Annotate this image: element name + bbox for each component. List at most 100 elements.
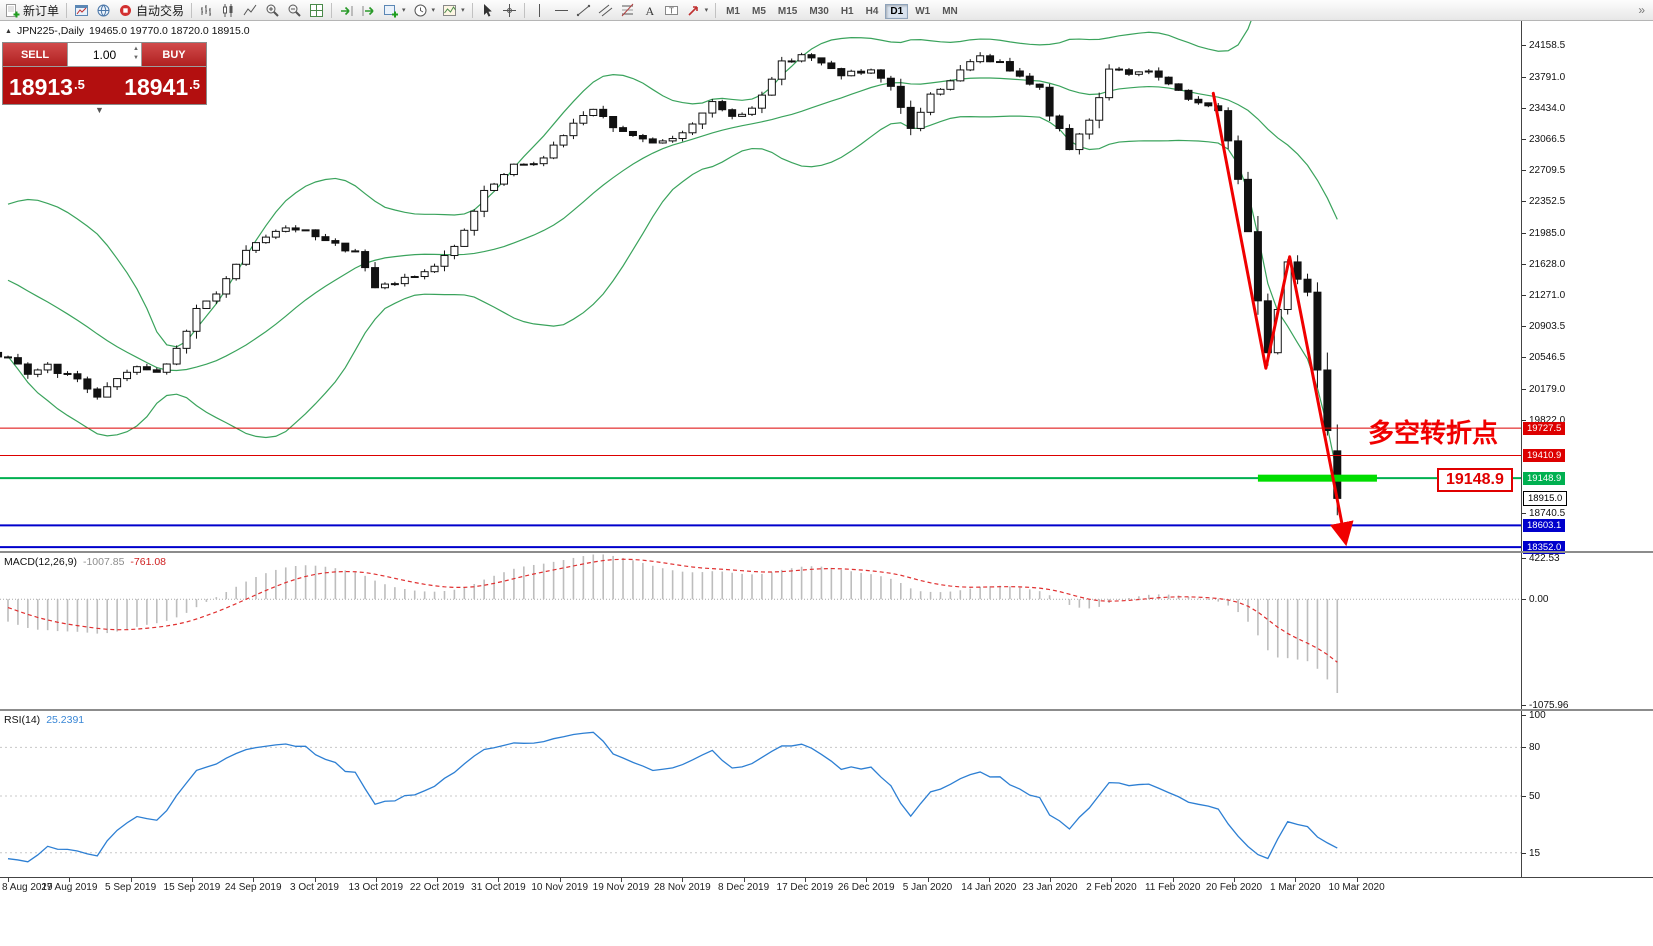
axis-tick-mark xyxy=(1522,107,1526,109)
axis-tick-mark xyxy=(375,878,377,882)
toolbar-separator xyxy=(191,2,193,18)
price-line-label: 19148.9 xyxy=(1523,471,1566,485)
macd-name: MACD(12,26,9) xyxy=(4,556,77,568)
trade-panel-prices: 18913.5 18941.5 xyxy=(3,67,206,104)
current-price-label: 18915.0 xyxy=(1523,491,1568,507)
arrows-button[interactable]: ▾ xyxy=(683,1,712,20)
rsi-line xyxy=(7,731,1338,863)
chart-plot[interactable] xyxy=(0,20,1521,877)
chart-shift-icon[interactable] xyxy=(358,1,379,20)
candlestick-chart-icon[interactable] xyxy=(218,1,239,20)
timeframe-button-M15[interactable]: M15 xyxy=(777,6,798,17)
price-tick-label: 21271.0 xyxy=(1529,289,1566,301)
horizontal-lines[interactable] xyxy=(0,427,1521,549)
price-tick-label: 20179.0 xyxy=(1529,384,1566,396)
buy-button[interactable]: BUY xyxy=(142,43,206,66)
axis-tick-mark xyxy=(1522,201,1526,203)
toolbar-separator xyxy=(66,2,68,18)
time-axis-label: 8 Aug 2019 xyxy=(2,882,53,893)
tile-windows-icon[interactable] xyxy=(306,1,327,20)
price-line-label: 18352.0 xyxy=(1523,540,1566,554)
line-chart-icon[interactable] xyxy=(240,1,261,20)
trade-panel-collapse-icon[interactable]: ▼ xyxy=(95,105,104,115)
time-axis-label: 14 Jan 2020 xyxy=(961,882,1017,893)
axis-tick-mark xyxy=(1522,294,1526,296)
axis-tick-mark xyxy=(1111,878,1113,882)
time-axis-label: 13 Oct 2019 xyxy=(348,882,404,893)
axis-tick-mark xyxy=(8,878,9,882)
time-axis-label: 26 Dec 2019 xyxy=(837,882,895,893)
axis-tick-mark xyxy=(1522,852,1526,854)
trend-arrow[interactable] xyxy=(1211,91,1354,547)
autotrading-label: 自动交易 xyxy=(136,3,185,18)
sell-button[interactable]: SELL xyxy=(3,43,67,66)
globe-icon[interactable] xyxy=(93,1,114,20)
price-axis[interactable]: 24158.5 23791.0 23434.0 23066.5 22709.5 22352… xyxy=(1521,20,1653,877)
chart-window-icon[interactable] xyxy=(71,1,92,20)
periods-button[interactable]: ▾ xyxy=(410,1,439,20)
crosshair-icon[interactable] xyxy=(499,1,520,20)
time-axis-label: 23 Jan 2020 xyxy=(1022,882,1078,893)
timeframe-button-D1[interactable]: D1 xyxy=(885,4,909,19)
bid-price-main: 18913 xyxy=(9,74,73,100)
axis-tick-mark xyxy=(1522,715,1526,716)
chevron-down-icon: ▾ xyxy=(461,7,465,14)
time-axis-label: 19 Nov 2019 xyxy=(592,882,650,893)
timeframe-button-W1[interactable]: W1 xyxy=(915,6,931,17)
fibonacci-icon[interactable] xyxy=(617,1,638,20)
timeframe-button-M30[interactable]: M30 xyxy=(809,6,829,17)
trade-panel-controls: SELL 1.00 ▲ ▼ BUY xyxy=(3,43,206,66)
volume-spinner[interactable]: ▲ ▼ xyxy=(133,45,139,63)
macd-main-value: -1007.85 xyxy=(82,556,125,568)
timeframe-button-H1[interactable]: H1 xyxy=(840,6,854,17)
axis-tick-mark xyxy=(559,878,561,882)
macd-histogram xyxy=(0,554,1521,693)
autotrading-button[interactable]: 自动交易 xyxy=(115,1,187,20)
bar-chart-icon[interactable] xyxy=(196,1,217,20)
auto-scroll-icon[interactable] xyxy=(336,1,357,20)
price-tick-label: 21985.0 xyxy=(1529,227,1566,239)
price-tick-label: 23066.5 xyxy=(1529,134,1566,146)
equidistant-channel-icon[interactable] xyxy=(595,1,616,20)
cursor-icon[interactable] xyxy=(477,1,498,20)
axis-tick-mark xyxy=(621,878,622,882)
price-tag-annotation[interactable]: 19148.9 xyxy=(1437,468,1513,492)
timeframe-button-H4[interactable]: H4 xyxy=(865,6,879,17)
new-order-label: 新订单 xyxy=(23,3,60,18)
timeframe-bar: M1 M5 M15 M30 H1 H4 D1 W1 MN xyxy=(720,1,964,19)
panel-separator[interactable] xyxy=(0,709,1653,711)
rsi-tick-label: 80 xyxy=(1529,742,1541,754)
zoom-out-icon[interactable] xyxy=(284,1,305,20)
support-band[interactable] xyxy=(1257,474,1377,482)
new-chart-button[interactable]: ▾ xyxy=(380,1,409,20)
templates-button[interactable]: ▾ xyxy=(439,1,468,20)
axis-tick-mark xyxy=(1522,139,1526,141)
timeframe-button-M1[interactable]: M1 xyxy=(726,6,740,17)
new-order-button[interactable]: 新订单 xyxy=(2,1,62,20)
bollinger-bands xyxy=(7,20,1338,475)
trendline-icon[interactable] xyxy=(573,1,594,20)
price-tick-label: 24158.5 xyxy=(1529,40,1566,52)
spin-down-icon[interactable]: ▼ xyxy=(133,55,139,61)
timeframe-button-M5[interactable]: M5 xyxy=(752,6,766,17)
turning-point-annotation[interactable]: 多空转折点 xyxy=(1368,418,1499,448)
timeframe-button-MN[interactable]: MN xyxy=(942,6,958,17)
horizontal-line-icon[interactable] xyxy=(551,1,572,20)
axis-tick-mark xyxy=(1522,45,1526,47)
axis-tick-mark xyxy=(1522,796,1526,797)
macd-tick-label: -1075.96 xyxy=(1529,699,1569,711)
new-order-icon xyxy=(5,3,20,18)
text-icon[interactable]: A xyxy=(639,1,660,20)
axis-tick-mark xyxy=(498,878,500,882)
time-axis-label: 20 Feb 2020 xyxy=(1205,882,1263,893)
spin-up-icon[interactable]: ▲ xyxy=(133,46,139,52)
price-tick-label: 18740.5 xyxy=(1529,508,1566,520)
axis-tick-mark xyxy=(1522,263,1526,265)
panel-separator[interactable] xyxy=(0,551,1653,553)
vertical-line-icon[interactable] xyxy=(529,1,550,20)
toolbar-overflow-icon[interactable]: » xyxy=(1638,3,1645,17)
volume-input[interactable]: 1.00 ▲ ▼ xyxy=(68,43,141,66)
text-label-icon[interactable]: T xyxy=(661,1,682,20)
zoom-in-icon[interactable] xyxy=(262,1,283,20)
time-axis[interactable]: 8 Aug 2019 27 Aug 2019 5 Sep 2019 15 Sep 20… xyxy=(0,877,1653,899)
